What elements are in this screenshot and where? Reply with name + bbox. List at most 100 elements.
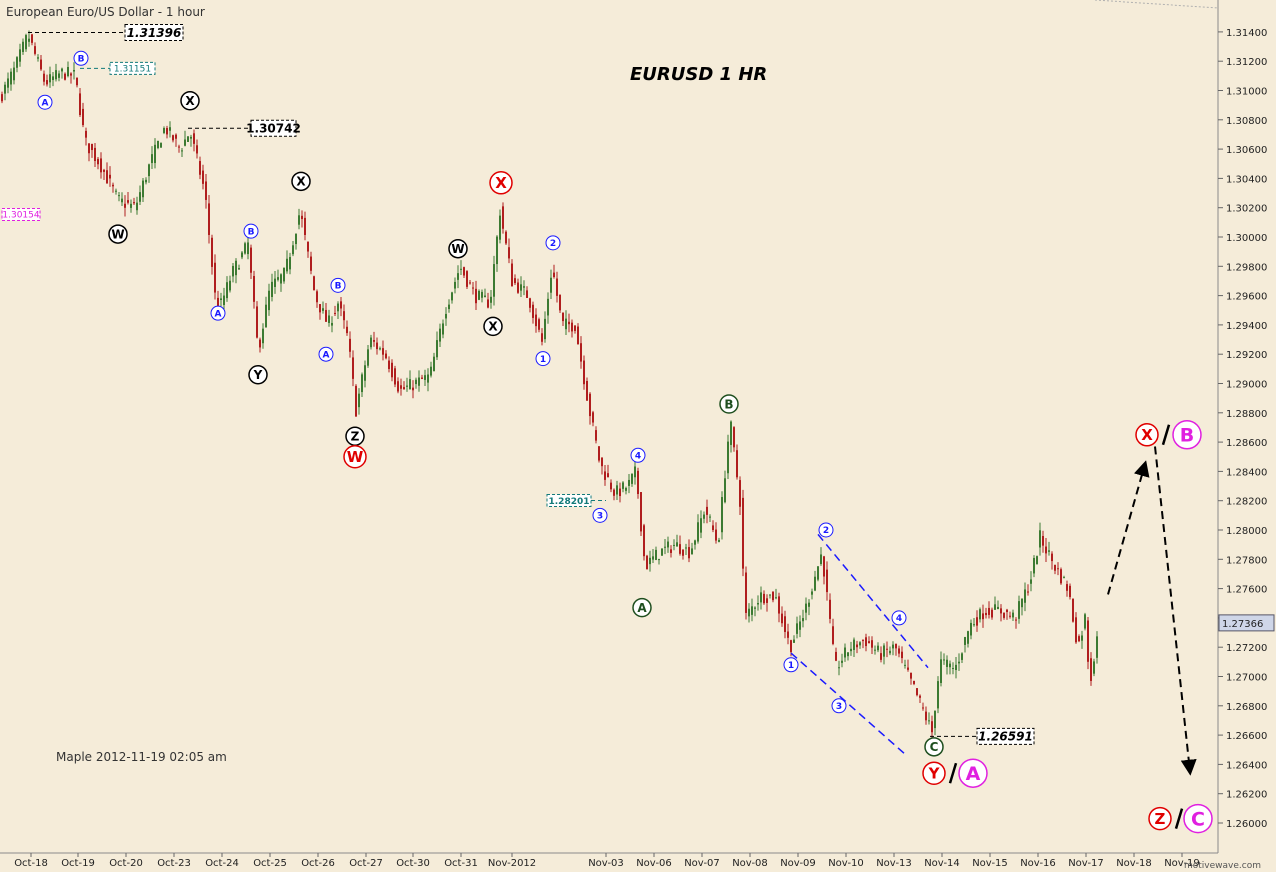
x-tick-label: Nov-09 bbox=[780, 858, 816, 869]
candle-body bbox=[643, 525, 645, 557]
candle-body bbox=[214, 262, 216, 293]
x-tick-label: Nov-17 bbox=[1068, 858, 1104, 869]
wave-label-circle bbox=[489, 171, 513, 195]
candle-body bbox=[103, 169, 105, 172]
candle-body bbox=[472, 287, 474, 289]
candle-body bbox=[1069, 585, 1071, 598]
candle-body bbox=[517, 282, 519, 293]
candle-body bbox=[859, 642, 861, 646]
candle-body bbox=[532, 304, 534, 318]
candle-body bbox=[943, 659, 945, 661]
wave-label-text: 2 bbox=[823, 526, 829, 536]
candle-body bbox=[1063, 577, 1065, 579]
wave-label-text: 1 bbox=[540, 355, 546, 365]
wave-label-text: 4 bbox=[635, 452, 641, 462]
candle-body bbox=[64, 73, 66, 80]
candle-body bbox=[364, 365, 366, 381]
price-label-box bbox=[976, 727, 1035, 745]
wave-label-circle bbox=[630, 447, 646, 463]
candle-body bbox=[289, 257, 291, 270]
candle-body bbox=[841, 660, 843, 663]
candle-body bbox=[721, 497, 723, 533]
candle-body bbox=[46, 80, 48, 85]
candle-body bbox=[388, 360, 390, 370]
y-tick-label: 1.26400 bbox=[1226, 760, 1267, 771]
candle-body bbox=[754, 607, 756, 609]
candle-body bbox=[886, 648, 888, 650]
x-tick-label: Oct-24 bbox=[205, 858, 239, 869]
wave-label-circle bbox=[632, 597, 652, 618]
candle-body bbox=[1093, 661, 1095, 674]
candle-body bbox=[673, 544, 675, 546]
candle-body bbox=[130, 203, 132, 208]
candle-body bbox=[562, 312, 564, 322]
candle-body bbox=[1072, 598, 1074, 622]
candle-body bbox=[856, 644, 858, 648]
candle-body bbox=[661, 548, 663, 556]
candle-body bbox=[493, 264, 495, 297]
wave-label-circle bbox=[1135, 423, 1159, 447]
candle-body bbox=[520, 284, 522, 291]
candle-body bbox=[235, 260, 237, 276]
candle-body bbox=[37, 57, 39, 59]
candle-body bbox=[799, 621, 801, 630]
candle-body bbox=[1090, 658, 1092, 681]
candle-body bbox=[751, 606, 753, 615]
candle-body bbox=[538, 319, 540, 330]
candle-body bbox=[1006, 609, 1008, 613]
wave-label-text: 3 bbox=[836, 702, 842, 712]
candle-body bbox=[712, 525, 714, 530]
wave-label-circle bbox=[291, 171, 311, 192]
candle-body bbox=[730, 421, 732, 445]
y-tick-label: 1.26200 bbox=[1226, 790, 1267, 801]
candle-body bbox=[748, 608, 750, 617]
candle-body bbox=[277, 277, 279, 280]
candle-body bbox=[559, 294, 561, 311]
candle-body bbox=[376, 342, 378, 350]
slash-separator bbox=[1161, 424, 1171, 446]
wave-label-circle bbox=[180, 91, 200, 111]
candle-body bbox=[451, 292, 453, 301]
candle-body bbox=[400, 385, 402, 389]
candle-body bbox=[988, 607, 990, 615]
candle-body bbox=[1048, 550, 1050, 552]
wave-label-text: X bbox=[488, 320, 498, 334]
candle-body bbox=[43, 73, 45, 82]
candle-body bbox=[835, 651, 837, 661]
candle-body bbox=[826, 569, 828, 593]
y-tick-label: 1.31400 bbox=[1226, 28, 1267, 39]
candle-body bbox=[367, 349, 369, 366]
candle-body bbox=[565, 318, 567, 330]
candle-body bbox=[70, 73, 72, 76]
x-tick-label: Oct-31 bbox=[444, 858, 478, 869]
candle-body bbox=[1024, 589, 1026, 603]
candle-body bbox=[418, 377, 420, 386]
candle-body bbox=[934, 711, 936, 729]
candle-body bbox=[706, 506, 708, 515]
candle-body bbox=[178, 146, 180, 148]
wave-label-text: A bbox=[966, 763, 981, 785]
candle-body bbox=[571, 322, 573, 332]
price-label-text: 1.31151 bbox=[114, 65, 151, 75]
candle-body bbox=[871, 640, 873, 648]
candle-body bbox=[907, 667, 909, 670]
candle-body bbox=[700, 518, 702, 533]
candle-body bbox=[115, 190, 117, 192]
candle-body bbox=[40, 59, 42, 70]
candle-body bbox=[151, 154, 153, 164]
candle-body bbox=[391, 362, 393, 378]
candle-body bbox=[982, 613, 984, 620]
candle-body bbox=[139, 192, 141, 202]
projection-down-arrow bbox=[1154, 446, 1197, 776]
candle-body bbox=[427, 374, 429, 383]
candle-body bbox=[688, 547, 690, 559]
candle-body bbox=[262, 328, 264, 344]
candle-body bbox=[199, 161, 201, 175]
candle-body bbox=[979, 609, 981, 620]
candle-body bbox=[586, 381, 588, 401]
candle-body bbox=[850, 648, 852, 652]
x-tick-label: Nov-07 bbox=[684, 858, 720, 869]
candle-body bbox=[553, 272, 555, 278]
y-tick-label: 1.28600 bbox=[1226, 438, 1267, 449]
